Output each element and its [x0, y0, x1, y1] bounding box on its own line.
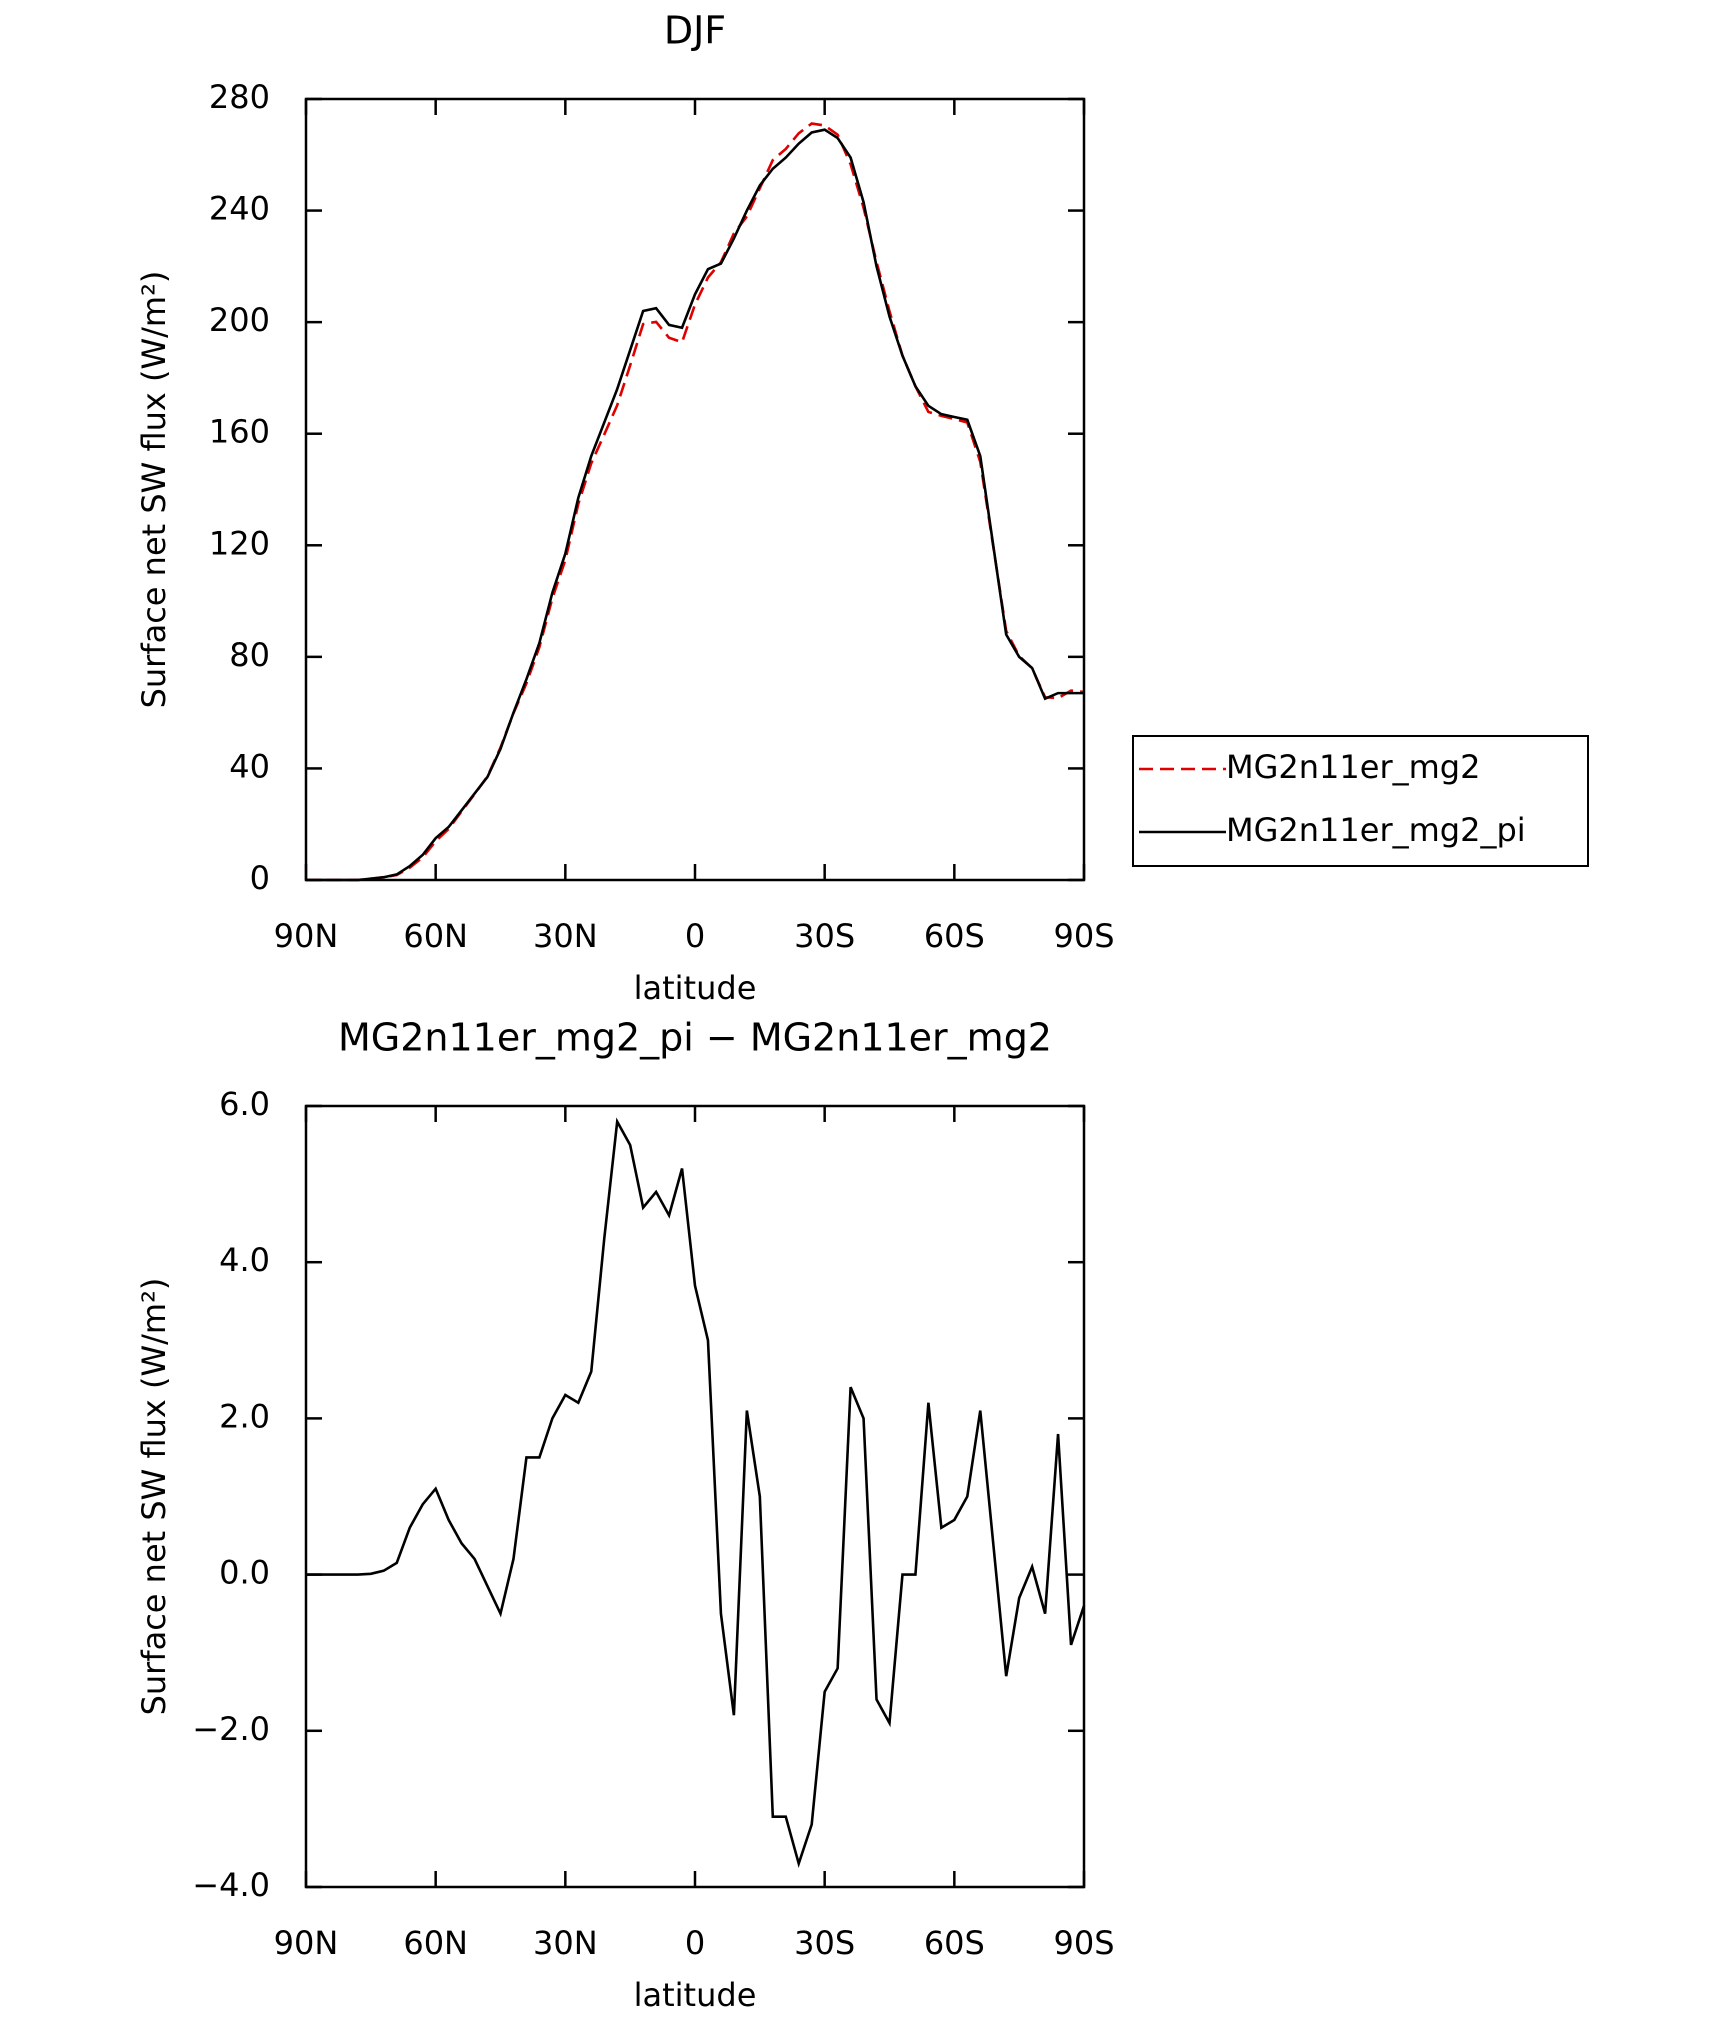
x-tick-label: 30N: [533, 1924, 598, 1962]
y-tick-label: 0.0: [219, 1554, 270, 1592]
y-tick-label: 4.0: [219, 1241, 270, 1279]
chart-title: DJF: [664, 9, 726, 53]
x-tick-label: 30S: [794, 1924, 855, 1962]
x-tick-label: 90N: [274, 1924, 339, 1962]
y-tick-label: −4.0: [192, 1866, 270, 1904]
y-tick-label: 80: [229, 636, 270, 674]
x-axis-label: latitude: [634, 969, 757, 1007]
data-line: [306, 128, 1084, 882]
x-tick-label: 60S: [924, 1924, 985, 1962]
x-tick-label: 90S: [1053, 1924, 1114, 1962]
chart-title: MG2n11er_mg2_pi − MG2n11er_mg2: [338, 1016, 1052, 1060]
y-axis-label: Surface net SW flux (W/m²): [135, 271, 173, 709]
legend-label: MG2n11er_mg2: [1226, 748, 1480, 786]
y-axis-label: Surface net SW flux (W/m²): [135, 1278, 173, 1716]
legend-label: MG2n11er_mg2_pi: [1226, 811, 1526, 849]
y-tick-label: 160: [209, 413, 270, 451]
x-tick-label: 90N: [274, 917, 339, 955]
x-tick-label: 30N: [533, 917, 598, 955]
x-tick-label: 0: [685, 917, 705, 955]
y-tick-label: −2.0: [192, 1710, 270, 1748]
plot-frame: [304, 1104, 1086, 1889]
y-tick-label: 280: [209, 78, 270, 116]
x-tick-label: 60N: [403, 917, 468, 955]
x-tick-label: 90S: [1053, 917, 1114, 955]
y-tick-label: 200: [209, 301, 270, 339]
y-tick-label: 2.0: [219, 1397, 270, 1435]
data-line: [306, 122, 1085, 882]
legend-box: [1132, 735, 1589, 867]
y-tick-label: 6.0: [219, 1085, 270, 1123]
x-tick-label: 60S: [924, 917, 985, 955]
y-tick-label: 40: [229, 747, 270, 785]
data-line: [306, 1117, 1086, 1869]
x-tick-label: 30S: [794, 917, 855, 955]
plot-frame: [304, 97, 1086, 882]
x-tick-label: 60N: [403, 1924, 468, 1962]
y-tick-label: 0: [250, 859, 270, 897]
x-tick-label: 0: [685, 1924, 705, 1962]
y-tick-label: 120: [209, 524, 270, 562]
x-axis-label: latitude: [634, 1976, 757, 2014]
y-tick-label: 240: [209, 190, 270, 228]
